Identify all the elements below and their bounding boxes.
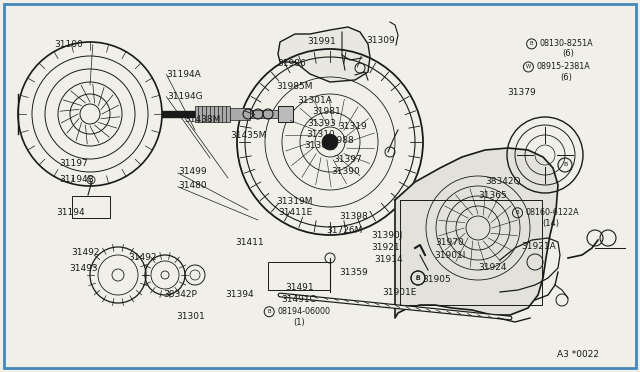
Text: 31435M: 31435M	[230, 131, 267, 140]
Text: 31310: 31310	[306, 130, 335, 139]
Text: 31319: 31319	[338, 122, 367, 131]
Text: 08160-6122A: 08160-6122A	[525, 208, 579, 217]
Text: 31491: 31491	[285, 283, 314, 292]
Text: B: B	[516, 210, 519, 215]
Bar	[72, 196, 110, 218]
Text: 31499: 31499	[178, 167, 207, 176]
Text: 31194A: 31194A	[166, 70, 201, 79]
Text: (14): (14)	[543, 219, 560, 228]
Text: B: B	[563, 163, 567, 167]
Text: 31319M: 31319M	[276, 197, 313, 206]
Bar	[195, 106, 230, 122]
Polygon shape	[395, 148, 558, 318]
Text: 31726M: 31726M	[326, 226, 363, 235]
Bar	[230, 108, 250, 120]
Text: B: B	[416, 276, 420, 280]
Text: 31379: 31379	[507, 88, 536, 97]
Text: 31390J: 31390J	[371, 231, 403, 240]
Text: 31390: 31390	[332, 167, 360, 176]
Text: 08130-8251A: 08130-8251A	[540, 39, 593, 48]
Text: 38342Q: 38342Q	[485, 177, 520, 186]
Text: 31901l: 31901l	[434, 251, 465, 260]
Text: 08915-2381A: 08915-2381A	[536, 62, 590, 71]
Text: 31991: 31991	[307, 37, 336, 46]
Text: 31397: 31397	[333, 155, 362, 164]
Text: 31491C: 31491C	[282, 295, 316, 304]
Text: 31301A: 31301A	[298, 96, 332, 105]
Text: 31988: 31988	[325, 136, 354, 145]
Text: 31100: 31100	[54, 40, 83, 49]
Text: 31921: 31921	[371, 243, 400, 252]
Text: 31905: 31905	[422, 275, 451, 284]
Bar	[268, 262, 330, 290]
Text: 31301: 31301	[176, 312, 205, 321]
Text: 31411: 31411	[236, 238, 264, 247]
Text: 31914: 31914	[374, 255, 403, 264]
Text: 31981: 31981	[312, 107, 341, 116]
Bar	[250, 110, 280, 118]
Text: 31301J: 31301J	[304, 141, 335, 150]
Text: 31197: 31197	[59, 159, 88, 168]
Text: 31985M: 31985M	[276, 82, 313, 91]
Text: B: B	[530, 41, 533, 46]
Text: 31921A: 31921A	[522, 242, 556, 251]
Text: (6): (6)	[562, 49, 574, 58]
Text: 31970: 31970	[435, 238, 464, 247]
Polygon shape	[278, 27, 370, 82]
Text: 08194-06000: 08194-06000	[277, 307, 330, 316]
Text: 31194: 31194	[56, 208, 85, 217]
Text: 31309: 31309	[366, 36, 395, 45]
Text: 38342P: 38342P	[163, 290, 197, 299]
Text: 31411E: 31411E	[278, 208, 313, 217]
Text: 31986: 31986	[277, 59, 306, 68]
Circle shape	[322, 134, 338, 150]
Text: B: B	[415, 275, 420, 281]
Text: 31924: 31924	[479, 263, 508, 272]
Text: 31493: 31493	[69, 264, 98, 273]
Text: B: B	[268, 309, 271, 314]
Text: 31393: 31393	[307, 119, 336, 128]
Text: W: W	[526, 64, 531, 70]
Text: 31194G: 31194G	[168, 92, 204, 101]
Text: 31398: 31398	[339, 212, 368, 221]
Text: 31492: 31492	[128, 253, 157, 262]
Text: 31901E: 31901E	[383, 288, 417, 296]
Text: 31492: 31492	[72, 248, 100, 257]
Bar	[162, 111, 195, 117]
Text: 31438M: 31438M	[184, 115, 221, 124]
Text: 31394: 31394	[225, 290, 254, 299]
Text: 31365: 31365	[479, 191, 508, 200]
Text: (6): (6)	[560, 73, 572, 82]
Text: (1): (1)	[293, 318, 305, 327]
Text: 31359: 31359	[339, 268, 368, 277]
Text: 31194B: 31194B	[59, 175, 93, 184]
Bar	[278, 106, 293, 122]
Text: 31480: 31480	[178, 182, 207, 190]
Text: A3 *0022: A3 *0022	[557, 350, 599, 359]
